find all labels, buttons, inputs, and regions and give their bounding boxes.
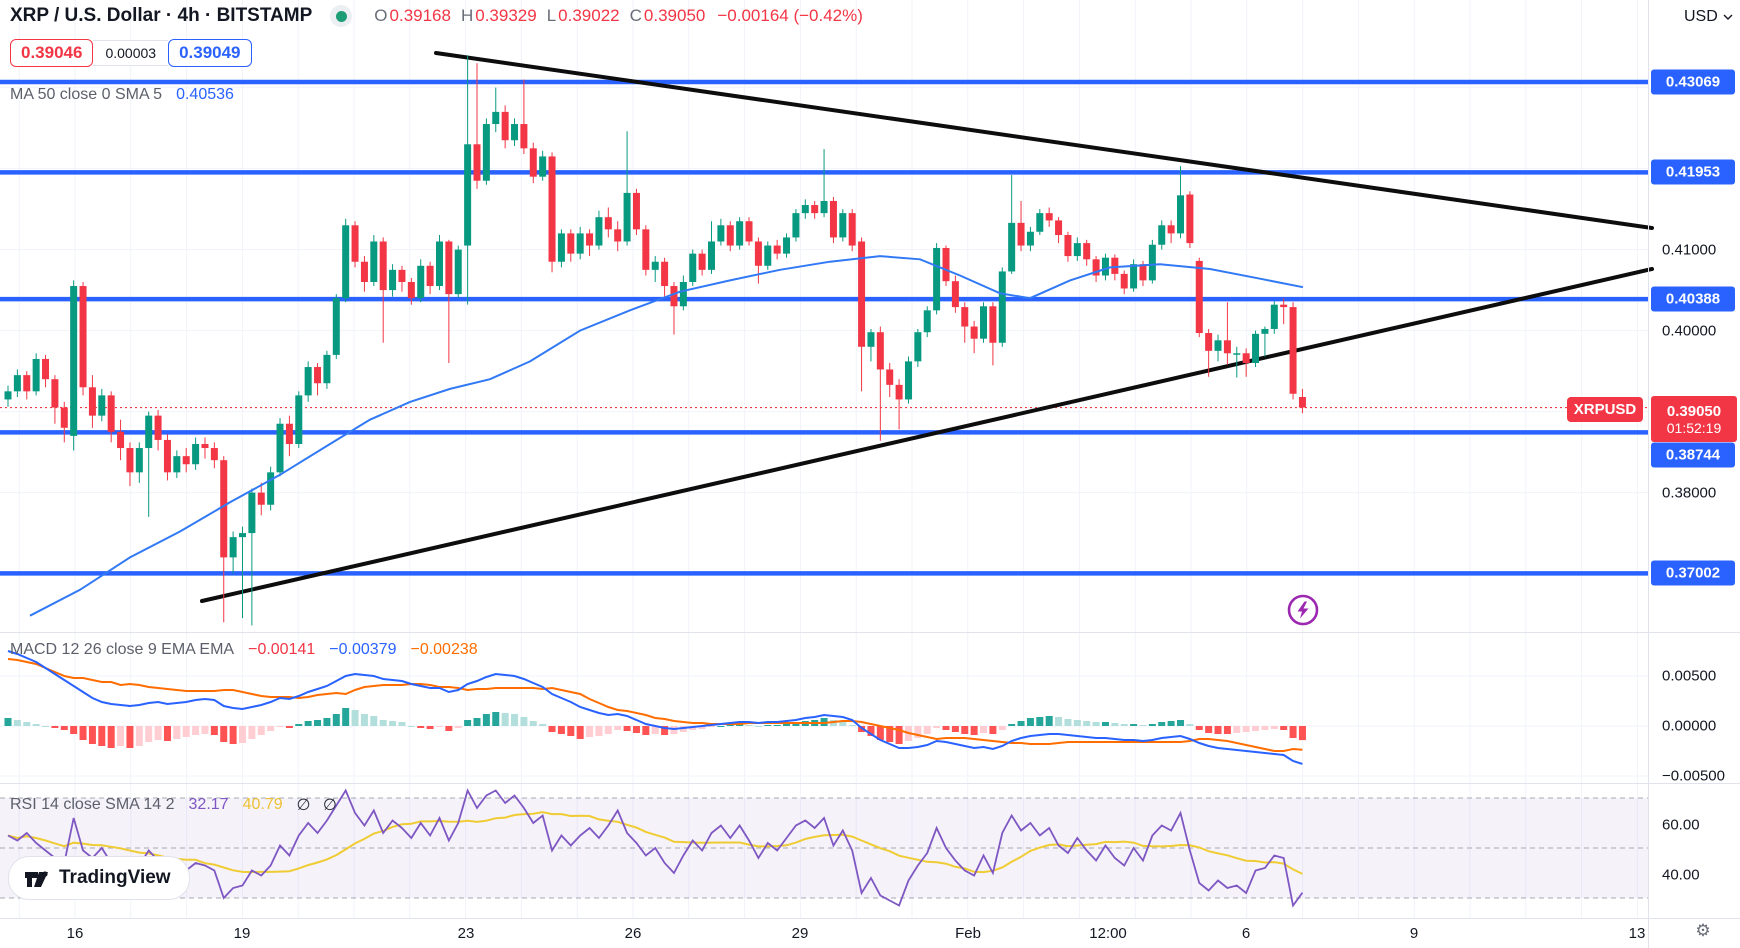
trendlines	[200, 51, 1654, 603]
ma50-line	[29, 255, 1304, 617]
currency-dropdown[interactable]: USD	[1684, 8, 1733, 26]
axis-tick-label: 0.38000	[1662, 484, 1717, 502]
price-level-label: 0.37002	[1651, 560, 1735, 586]
chevron-down-icon	[1723, 14, 1733, 20]
time-tick-label: 9	[1409, 925, 1419, 942]
macd-line	[7, 650, 1303, 765]
low-label: L	[546, 6, 557, 25]
candlesticks	[4, 55, 1306, 626]
lightning-icon	[1297, 601, 1309, 619]
macd-indicator-legend[interactable]: MACD 12 26 close 9 EMA EMA −0.00141 −0.0…	[10, 641, 478, 659]
price-level-label: 0.41953	[1651, 159, 1735, 185]
currency-label: USD	[1684, 8, 1718, 25]
time-tick-label: Feb	[955, 925, 981, 942]
macd-legend-label: MACD 12 26 close 9 EMA EMA	[10, 641, 235, 658]
time-tick-label: 16	[66, 925, 84, 942]
close-label: C	[629, 6, 642, 25]
time-tick-label: 12:00	[1089, 925, 1127, 942]
axis-tick-label: 0.41000	[1662, 241, 1717, 259]
macd-histogram	[4, 708, 1306, 748]
high-label: H	[460, 6, 474, 25]
macd-signal-line	[7, 658, 1303, 752]
time-tick-label: 26	[624, 925, 642, 942]
macd-hist-value: −0.00141	[248, 641, 316, 658]
close-value: 0.39050	[643, 6, 706, 25]
open-value: 0.39168	[389, 6, 451, 25]
time-tick-label: 6	[1241, 925, 1251, 942]
settings-gear-icon[interactable]: ⚙	[1695, 921, 1711, 940]
axis-tick-label: 40.00	[1662, 866, 1700, 884]
market-status-icon	[330, 5, 353, 27]
pane-separator-macd-rsi[interactable]	[0, 783, 1740, 784]
current-price-value: 0.39050	[1666, 402, 1722, 420]
price-level-label: 0.43069	[1651, 69, 1735, 95]
buy-button[interactable]: 0.39049	[168, 39, 252, 67]
tradingview-logo-text: TradingView	[59, 867, 171, 888]
time-tick-label: 13	[1628, 925, 1646, 942]
open-label: O	[374, 6, 388, 25]
gridlines	[0, 0, 1648, 918]
macd-line-value: −0.00379	[329, 641, 397, 658]
ma-legend-label: MA 50 close 0 SMA 5	[10, 86, 163, 103]
time-tick-label: 29	[791, 925, 809, 942]
axis-tick-label: 0.40000	[1662, 322, 1717, 340]
axis-tick-label: 0.00000	[1662, 717, 1717, 735]
time-axis[interactable]: 16 19 23 26 29 Feb 12:00 6 9 13	[0, 919, 1648, 948]
time-tick-label: 23	[457, 925, 475, 942]
rsi-extra-values: ∅ ∅	[296, 797, 341, 814]
current-price-axis-label: 0.39050 01:52:19	[1651, 396, 1737, 442]
rsi-sma-line	[7, 811, 1303, 875]
rsi-indicator-legend[interactable]: RSI 14 close SMA 14 2 32.17 40.79 ∅ ∅	[10, 795, 341, 815]
lightning-button[interactable]	[1285, 592, 1321, 628]
price-line-ticker-tag: XRPUSD	[1567, 397, 1643, 422]
spread-value: 0.00003	[93, 40, 169, 66]
ma-indicator-legend[interactable]: MA 50 close 0 SMA 5 0.40536	[10, 86, 234, 104]
price-level-label: 0.40388	[1651, 286, 1735, 312]
axis-tick-label: −0.00500	[1662, 767, 1725, 785]
time-tick-label: 19	[233, 925, 251, 942]
time-axis-border	[0, 918, 1740, 919]
change-value: −0.00164 (−0.42%)	[717, 6, 863, 25]
rsi-sma-value: 40.79	[242, 796, 283, 813]
rsi-legend-label: RSI 14 close SMA 14 2	[10, 796, 175, 813]
descending-resistance	[434, 51, 1654, 230]
ascending-support	[200, 267, 1654, 603]
price-axis-border	[1648, 0, 1649, 948]
tradingview-logo-icon	[25, 870, 48, 887]
sell-button[interactable]: 0.39046	[10, 39, 94, 67]
axis-tick-label: 0.00500	[1662, 667, 1717, 685]
price-level-label: 0.38744	[1651, 442, 1735, 468]
rsi-line	[7, 788, 1304, 908]
buy-sell-widget: 0.39046 0.00003 0.39049	[10, 39, 252, 67]
ohlc-values: O 0.39168 H 0.39329 L 0.39022 C 0.39050 −0.0…	[374, 6, 863, 26]
high-value: 0.39329	[475, 6, 537, 25]
symbol-title: XRP / U.S. Dollar · 4h · BITSTAMP	[10, 5, 313, 26]
rsi-value: 32.17	[188, 796, 229, 813]
price-axis[interactable]: 0.43069 0.41953 0.41000 0.40388 0.40000 0.387…	[1648, 0, 1740, 948]
pane-separator-price-macd[interactable]	[0, 632, 1740, 633]
ma-legend-value: 0.40536	[176, 86, 234, 103]
axis-tick-label: 60.00	[1662, 816, 1700, 834]
rsi-band	[0, 797, 1648, 899]
low-value: 0.39022	[558, 6, 620, 25]
symbol-legend[interactable]: XRP / U.S. Dollar · 4h · BITSTAMP O 0.391…	[10, 5, 863, 27]
bar-close-countdown: 01:52:19	[1666, 419, 1722, 436]
tradingview-logo[interactable]: TradingView	[8, 856, 190, 900]
macd-signal-value: −0.00238	[410, 641, 478, 658]
